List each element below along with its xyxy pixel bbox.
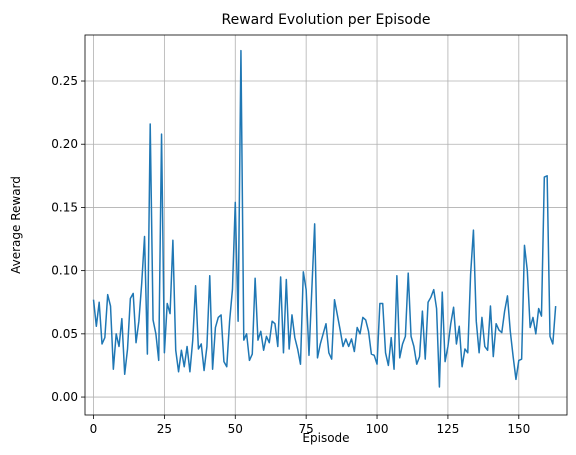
y-tick-label: 0.20 <box>51 137 78 151</box>
x-tick-label: 0 <box>90 422 98 436</box>
y-tick-label: 0.25 <box>51 74 78 88</box>
plot-frame <box>84 34 568 416</box>
x-tick-label: 150 <box>507 422 530 436</box>
line <box>92 49 557 388</box>
x-axis-label: Episode <box>302 431 349 445</box>
x-tick-label: 125 <box>436 422 459 436</box>
x-tick-label: 25 <box>157 422 172 436</box>
x-tick-label: 100 <box>366 422 389 436</box>
x-tick-label: 75 <box>299 422 314 436</box>
chart-title: Reward Evolution per Episode <box>221 12 430 28</box>
y-tick-label: 0.15 <box>51 200 78 214</box>
y-tick-label: 0.05 <box>51 327 78 341</box>
y-tick-label: 0.10 <box>51 264 78 278</box>
x-tick-label: 50 <box>228 422 243 436</box>
y-axis-label: Average Reward <box>9 176 23 274</box>
y-tick-label: 0.00 <box>51 390 78 404</box>
